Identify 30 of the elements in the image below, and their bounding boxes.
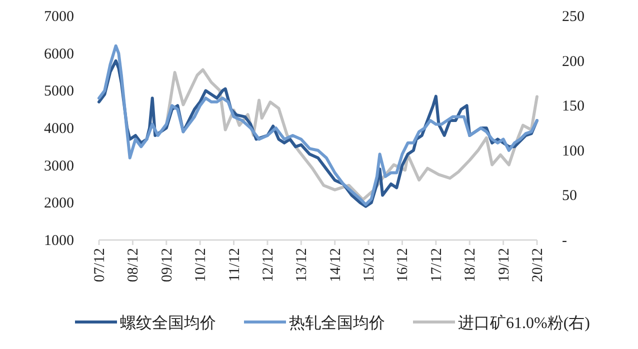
x-tick-label: 20/12 bbox=[530, 248, 546, 282]
x-tick-label: 08/12 bbox=[126, 248, 142, 282]
y2-tick-label: 100 bbox=[562, 143, 584, 160]
x-tick-label: 16/12 bbox=[395, 248, 412, 282]
x-tick-label: 09/12 bbox=[159, 248, 176, 282]
y2-tick-label: 150 bbox=[562, 98, 584, 115]
x-tick-label: 17/12 bbox=[428, 248, 445, 282]
y-tick-label: 6000 bbox=[44, 46, 74, 62]
x-tick-label: 18/12 bbox=[462, 248, 479, 282]
y2-tick-label: 250 bbox=[562, 9, 584, 25]
x-tick-label: 10/12 bbox=[193, 248, 210, 282]
y-tick-label: 3000 bbox=[44, 158, 74, 174]
y-tick-label: 4000 bbox=[44, 121, 74, 137]
y-tick-label: 5000 bbox=[44, 84, 74, 100]
legend-label: 螺纹全国均价 bbox=[120, 314, 216, 332]
x-tick-label: 14/12 bbox=[328, 248, 344, 282]
y2-tick-label: - bbox=[562, 233, 567, 249]
x-tick-label: 07/12 bbox=[92, 248, 108, 282]
x-tick-label: 12/12 bbox=[260, 248, 276, 282]
x-tick-label: 13/12 bbox=[294, 248, 310, 282]
x-tick-label: 11/12 bbox=[226, 248, 243, 282]
y-tick-label: 2000 bbox=[44, 196, 74, 212]
y-tick-label: 7000 bbox=[44, 9, 74, 25]
legend-label: 进口矿61.0%粉(右) bbox=[458, 314, 590, 332]
y-tick-label: 1000 bbox=[44, 233, 74, 249]
x-tick-label: 19/12 bbox=[496, 248, 512, 282]
legend-label: 热轧全国均价 bbox=[289, 315, 385, 332]
y2-tick-label: 50 bbox=[562, 188, 577, 204]
x-tick-label: 15/12 bbox=[362, 248, 378, 282]
y2-tick-label: 200 bbox=[562, 54, 584, 70]
